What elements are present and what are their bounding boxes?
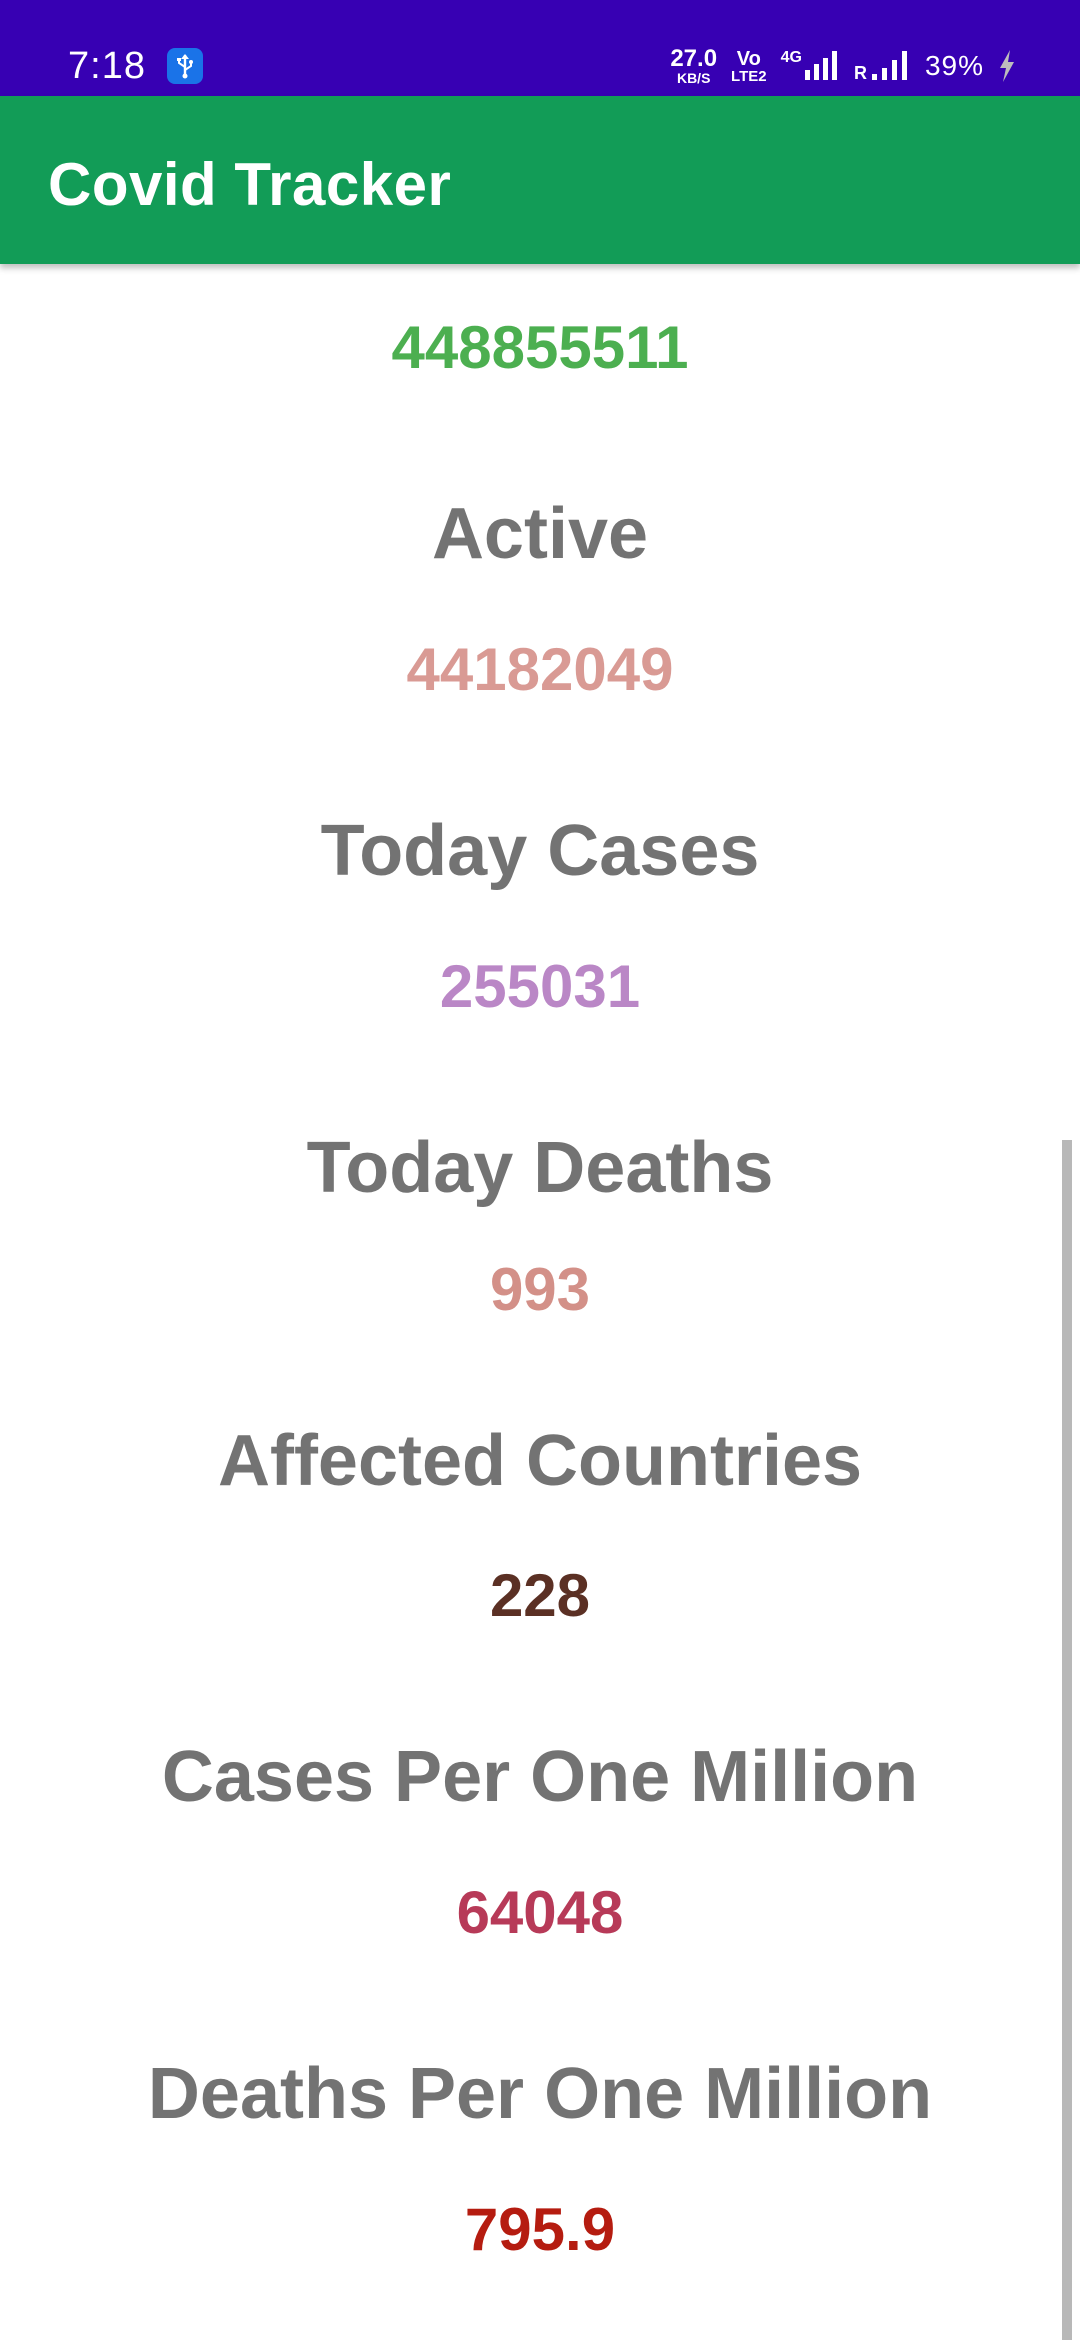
usb-icon — [167, 48, 203, 84]
network-type: 4G — [780, 49, 802, 66]
stats-list[interactable]: 448855511 Active 44182049 Today Cases 25… — [0, 264, 1080, 2340]
signal-sim2: R — [854, 50, 911, 82]
cases-per-million-value: 64048 — [456, 1879, 624, 1946]
affected-countries-value: 228 — [489, 1562, 591, 1629]
status-bar: 7:18 27.0 KB/S Vo LTE2 4G — [0, 0, 1080, 96]
total-cases-value: 448855511 — [391, 314, 689, 381]
active-heading: Active — [431, 494, 649, 574]
signal-strength-icon — [804, 51, 837, 80]
app-title: Covid Tracker — [48, 151, 452, 218]
status-icons: 27.0 KB/S Vo LTE2 4G R 39% — [670, 44, 1016, 88]
deaths-per-million-heading: Deaths Per One Million — [147, 2054, 933, 2134]
volte-bottom: LTE2 — [731, 67, 767, 85]
today-cases-value: 255031 — [439, 953, 641, 1020]
volte-indicator: Vo LTE2 — [731, 49, 767, 84]
deaths-per-million-value: 795.9 — [464, 2196, 616, 2263]
app-bar: Covid Tracker — [0, 96, 1080, 264]
signal-sim1: 4G — [781, 50, 840, 82]
today-deaths-value: 993 — [489, 1256, 591, 1323]
cases-per-million-heading: Cases Per One Million — [161, 1737, 919, 1817]
affected-countries-heading: Affected Countries — [217, 1421, 863, 1501]
roaming-indicator: R — [853, 63, 867, 83]
signal-strength-2-icon — [871, 51, 907, 80]
status-time: 7:18 — [68, 45, 146, 87]
battery-level: 39% — [924, 50, 984, 81]
active-value: 44182049 — [406, 636, 674, 703]
network-speed: 27.0 KB/S — [670, 45, 718, 86]
scrollbar[interactable] — [1062, 1140, 1072, 2340]
today-cases-heading: Today Cases — [320, 811, 760, 891]
volte-top: Vo — [736, 47, 761, 70]
network-speed-unit: KB/S — [676, 70, 711, 86]
bolt-icon — [1000, 50, 1014, 82]
network-speed-value: 27.0 — [670, 45, 718, 72]
today-deaths-heading: Today Deaths — [306, 1128, 774, 1208]
